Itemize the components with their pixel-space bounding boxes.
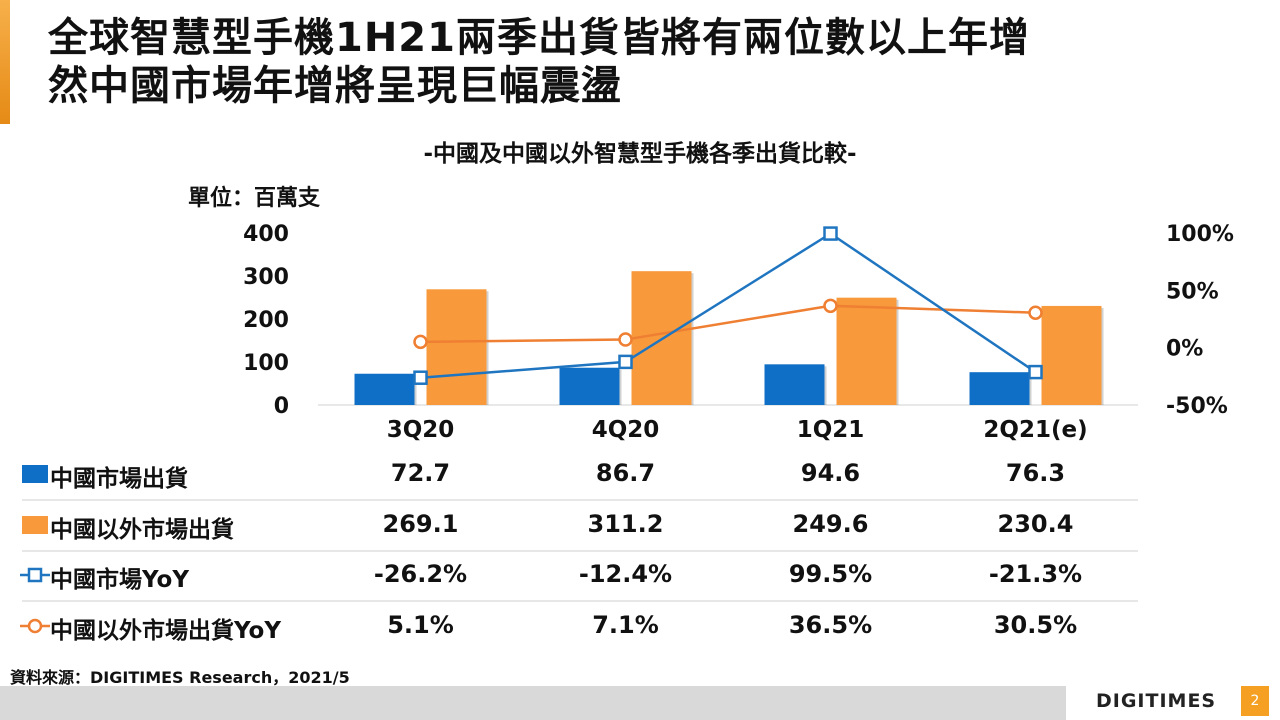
category-label: 1Q21 [797, 417, 865, 443]
legend-swatch-marker [27, 567, 43, 583]
table-cell: 36.5% [788, 611, 873, 639]
right-axis-tick: 50% [1166, 279, 1219, 304]
bar-china-shipments [764, 364, 825, 405]
left-axis-tick: 400 [243, 222, 289, 247]
marker-china-yoy [413, 370, 428, 385]
page-title: 全球智慧型手機1H21兩季出貨皆將有兩位數以上年增 然中國市場年增將呈現巨幅震盪 [48, 14, 1248, 110]
legend-label: 中國市場YoY [50, 567, 189, 593]
digitimes-logo: DIGITIMES [1096, 690, 1217, 712]
bar-china-shipments [969, 372, 1030, 405]
table-cell: 249.6 [792, 510, 869, 538]
table-cell: 30.5% [993, 611, 1078, 639]
marker-nonchina-yoy [618, 332, 633, 347]
bar-china-shipments [354, 373, 415, 405]
legend-label: 中國以外市場出貨YoY [50, 618, 281, 644]
table-cell: 269.1 [382, 510, 459, 538]
accent-bar [0, 0, 10, 124]
table-cell: 230.4 [997, 510, 1074, 538]
right-axis-tick: 100% [1166, 222, 1234, 247]
bar-nonchina-shipments [426, 289, 487, 405]
table-cell: 76.3 [1005, 459, 1066, 487]
footer-bar [0, 686, 1066, 720]
right-axis-tick: 0% [1166, 337, 1203, 362]
legend-swatch-marker [27, 618, 43, 634]
bar-nonchina-shipments [836, 297, 897, 405]
marker-nonchina-yoy [1028, 305, 1043, 320]
table-cell: -12.4% [578, 560, 673, 588]
table-cell: 311.2 [587, 510, 664, 538]
source-note: 資料來源：DIGITIMES Research，2021/5 [10, 668, 350, 687]
bar-nonchina-shipments [1041, 305, 1102, 405]
table-cell: -26.2% [373, 560, 468, 588]
marker-nonchina-yoy [823, 298, 838, 314]
category-label: 3Q20 [387, 417, 455, 443]
legend-label: 中國市場出貨 [50, 466, 188, 492]
table-cell: 5.1% [387, 611, 454, 639]
page-number: 2 [1241, 686, 1269, 716]
marker-china-yoy [618, 354, 633, 370]
right-axis-tick: -50% [1166, 394, 1228, 419]
unit-label: 單位：百萬支 [188, 186, 321, 211]
line-china-yoy [420, 232, 1037, 379]
table-cell: 72.7 [390, 459, 451, 487]
table-cell: 7.1% [592, 611, 659, 639]
legend-swatch [22, 465, 48, 483]
left-axis-tick: 300 [243, 265, 289, 290]
marker-nonchina-yoy [413, 334, 428, 350]
title-line-1: 全球智慧型手機1H21兩季出貨皆將有兩位數以上年增 [48, 15, 1030, 61]
left-axis-tick: 0 [274, 394, 289, 419]
legend-swatch [22, 516, 48, 534]
title-line-2: 然中國市場年增將呈現巨幅震盪 [48, 63, 622, 109]
chart-subtitle: -中國及中國以外智慧型手機各季出貨比較- [423, 141, 857, 167]
legend-label: 中國以外市場出貨 [50, 517, 234, 543]
table-cell: -21.3% [988, 560, 1083, 588]
left-axis-tick: 100 [243, 351, 289, 376]
marker-china-yoy [1028, 364, 1043, 380]
table-cell: 86.7 [595, 459, 656, 487]
table-cell: 94.6 [800, 459, 861, 487]
category-label: 4Q20 [592, 417, 660, 443]
bar-china-shipments [559, 367, 620, 405]
table-cell: 99.5% [788, 560, 873, 588]
left-axis-tick: 200 [243, 308, 289, 333]
line-nonchina-yoy [420, 304, 1036, 344]
category-label: 2Q21(e) [983, 417, 1087, 443]
marker-china-yoy [823, 226, 838, 241]
